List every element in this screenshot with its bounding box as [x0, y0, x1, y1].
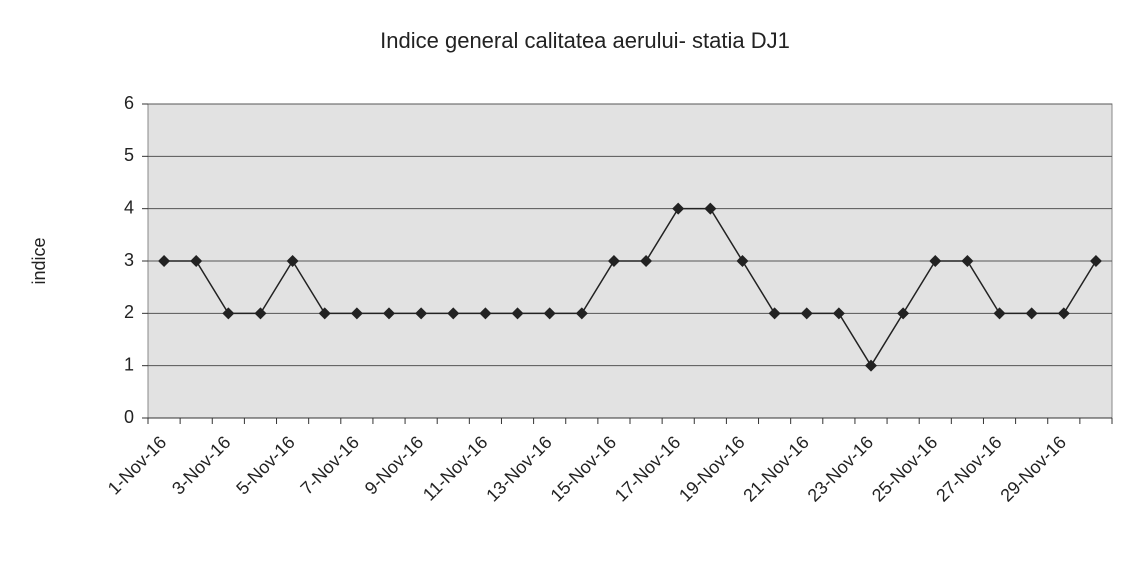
data-point	[511, 307, 524, 320]
data-point	[286, 255, 299, 267]
chart-title: Indice general calitatea aerului- statia…	[380, 28, 790, 53]
data-point	[929, 255, 942, 267]
y-tick-label: 1	[124, 354, 134, 374]
data-point	[190, 255, 203, 267]
data-point	[350, 307, 363, 320]
data-point	[222, 307, 235, 320]
data-point	[575, 307, 588, 320]
data-point	[704, 202, 717, 215]
y-tick-label: 6	[124, 93, 134, 113]
data-point	[1025, 307, 1038, 320]
y-tick-label: 2	[124, 302, 134, 322]
data-point	[607, 255, 620, 267]
y-tick-label: 4	[124, 197, 134, 217]
data-point	[158, 255, 171, 267]
data-point	[832, 307, 845, 320]
data-point	[640, 255, 653, 267]
data-point	[318, 307, 331, 320]
data-point	[993, 307, 1006, 320]
data-point	[768, 307, 781, 320]
data-point	[254, 307, 267, 320]
y-tick-label: 0	[124, 407, 134, 427]
data-point	[543, 307, 556, 320]
data-point	[383, 307, 395, 320]
y-tick-label: 3	[124, 250, 134, 270]
data-point	[897, 307, 910, 320]
y-axis-label: indice	[29, 237, 49, 284]
data-point	[672, 202, 685, 215]
data-point	[415, 307, 428, 320]
data-point	[447, 307, 460, 320]
data-point	[1057, 307, 1070, 320]
data-point	[800, 307, 813, 320]
data-point	[736, 255, 749, 267]
y-tick-label: 5	[124, 145, 134, 165]
data-point	[1089, 255, 1102, 267]
data-point	[479, 307, 492, 320]
data-point	[865, 359, 877, 372]
data-point	[961, 255, 974, 267]
